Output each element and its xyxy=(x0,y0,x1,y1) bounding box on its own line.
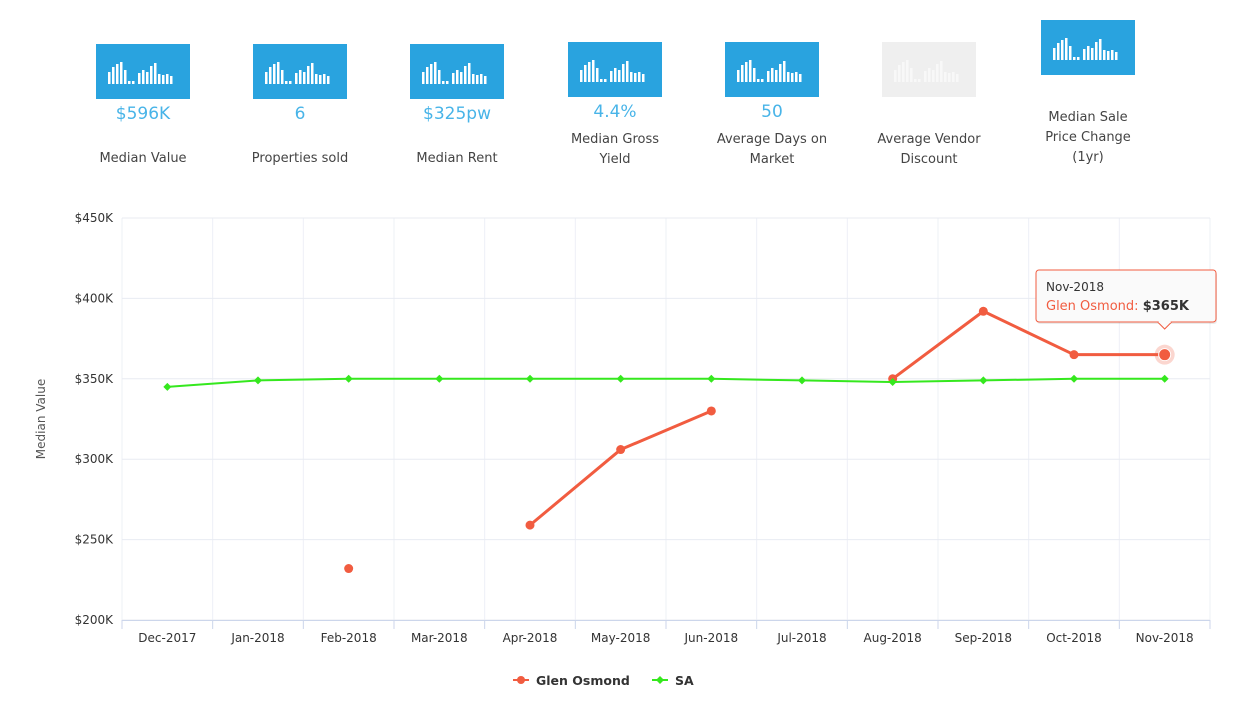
series-line-glen-osmond xyxy=(529,409,712,527)
stat-card[interactable]: 50 Average Days on Market xyxy=(692,0,852,190)
bar-chart-icon xyxy=(96,44,190,99)
y-tick-label: $450K xyxy=(75,211,115,225)
x-tick-label: Jun-2018 xyxy=(684,631,739,645)
x-tick-label: Apr-2018 xyxy=(503,631,558,645)
x-tick-label: May-2018 xyxy=(591,631,650,645)
bar-chart-icon xyxy=(568,42,662,97)
data-point[interactable] xyxy=(1070,374,1078,383)
stat-label: Median Gross Yield xyxy=(570,132,660,167)
legend-label[interactable]: Glen Osmond xyxy=(536,673,630,688)
stat-card[interactable]: $325pw Median Rent xyxy=(377,0,537,190)
legend-label[interactable]: SA xyxy=(675,673,694,688)
x-tick-label: Feb-2018 xyxy=(321,631,377,645)
data-point[interactable] xyxy=(979,376,988,385)
x-tick-label: Jul-2018 xyxy=(776,631,826,645)
y-tick-label: $250K xyxy=(75,533,115,547)
data-point[interactable] xyxy=(978,306,988,316)
stat-value: $325pw xyxy=(423,104,491,124)
stat-label: Average Days on Market xyxy=(716,132,828,167)
x-tick-label: Dec-2017 xyxy=(138,631,196,645)
data-point[interactable] xyxy=(1160,374,1169,383)
x-tick-label: Nov-2018 xyxy=(1136,631,1194,645)
x-tick-label: Jan-2018 xyxy=(230,631,284,645)
x-tick-label: Sep-2018 xyxy=(955,631,1013,645)
tooltip-series: Glen Osmond: $365K xyxy=(1046,299,1190,314)
tooltip-category: Nov-2018 xyxy=(1046,280,1104,294)
stat-value: 4.4% xyxy=(593,102,637,122)
data-point[interactable] xyxy=(344,564,354,574)
data-point[interactable] xyxy=(616,374,625,383)
data-point[interactable] xyxy=(707,374,716,383)
stat-card[interactable]: 4.4% Median Gross Yield xyxy=(535,0,695,190)
bar-chart-icon xyxy=(882,42,976,97)
bar-chart-icon xyxy=(410,44,504,99)
stat-card[interactable]: Median Sale Price Change (1yr) xyxy=(1008,0,1168,190)
data-point[interactable] xyxy=(888,378,897,387)
data-point[interactable] xyxy=(798,376,806,385)
stat-label: Properties sold xyxy=(251,151,349,166)
stat-value: 6 xyxy=(294,104,306,124)
y-tick-label: $200K xyxy=(75,613,115,627)
stat-card[interactable]: $596K Median Value xyxy=(63,0,223,190)
data-point[interactable] xyxy=(616,445,626,455)
tooltip-value: $365K xyxy=(1143,299,1190,314)
data-point[interactable] xyxy=(254,376,262,385)
y-axis-title: Median Value xyxy=(34,379,48,459)
x-tick-label: Oct-2018 xyxy=(1046,631,1102,645)
legend-marker[interactable] xyxy=(656,676,664,684)
data-point[interactable] xyxy=(525,520,535,530)
data-point[interactable] xyxy=(435,374,444,383)
y-tick-label: $350K xyxy=(75,372,115,386)
stats-bar: $596K Median Value 6 Properties sold $325pw M… xyxy=(0,0,1251,190)
stat-label: Median Sale Price Change (1yr) xyxy=(1045,110,1131,165)
data-point[interactable] xyxy=(1069,350,1079,360)
x-tick-label: Aug-2018 xyxy=(864,631,922,645)
x-tick-label: Mar-2018 xyxy=(411,631,468,645)
series-line-glen-osmond xyxy=(891,309,1165,381)
bar-chart-icon xyxy=(253,44,347,99)
series-line-sa xyxy=(167,377,1165,388)
stat-card[interactable]: Average Vendor Discount xyxy=(849,0,1009,190)
stat-label: Median Rent xyxy=(416,151,498,166)
bar-chart-icon xyxy=(1041,20,1135,75)
stat-value: $596K xyxy=(115,104,171,124)
data-point[interactable] xyxy=(344,374,353,383)
y-tick-label: $300K xyxy=(75,452,115,466)
bar-chart-icon xyxy=(725,42,819,97)
tooltip-pointer xyxy=(1156,321,1173,330)
stat-card[interactable]: 6 Properties sold xyxy=(220,0,380,190)
stat-label: Average Vendor Discount xyxy=(877,132,981,167)
data-point[interactable] xyxy=(526,374,534,383)
tooltip-box xyxy=(1035,269,1217,323)
y-tick-label: $400K xyxy=(75,291,115,305)
stat-label: Median Value xyxy=(99,151,187,166)
median-value-chart: $200K $250K $300K $350K $400K $450K Median Val… xyxy=(34,211,1217,688)
hovered-data-point[interactable] xyxy=(1158,348,1172,362)
legend-marker[interactable] xyxy=(517,676,525,684)
stat-value: 50 xyxy=(761,102,783,122)
data-point[interactable] xyxy=(706,406,716,416)
data-point[interactable] xyxy=(163,382,172,391)
